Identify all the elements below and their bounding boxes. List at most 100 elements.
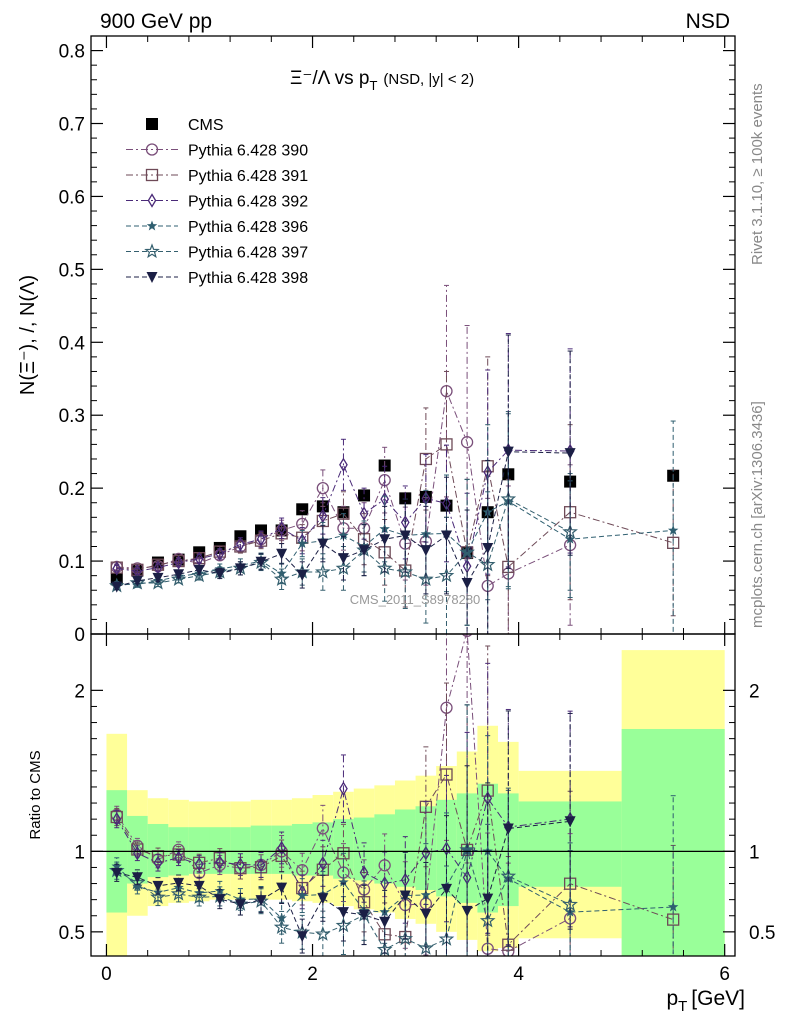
ratio-point-p396-9 bbox=[297, 890, 308, 901]
main-data-layer bbox=[108, 284, 680, 634]
data-point-p398-12 bbox=[358, 545, 370, 557]
data-point-p398-16 bbox=[440, 530, 452, 542]
data-point-p390-10 bbox=[316, 481, 329, 495]
legend-marker-p390 bbox=[145, 143, 159, 156]
ratio-point-p392-7 bbox=[256, 857, 266, 873]
data-point-p396-11 bbox=[338, 530, 349, 540]
data-point-p398-5 bbox=[214, 568, 226, 580]
ratio-point-p397-14 bbox=[397, 930, 414, 946]
legend-marker-p392 bbox=[147, 193, 157, 208]
ratio-point-p398-14 bbox=[399, 890, 411, 902]
series-line-p397 bbox=[116, 498, 571, 587]
main-y-tick-label-7: 0.7 bbox=[59, 115, 85, 136]
main-y-tick-label-3: 0.3 bbox=[59, 406, 85, 427]
ratio-point-p398-10 bbox=[317, 893, 329, 905]
ratio-point-p398-18 bbox=[482, 893, 494, 905]
main-y-tick-label-0: 0 bbox=[74, 625, 85, 646]
legend-label-cms: CMS bbox=[188, 117, 224, 134]
legend: CMS Pythia 6.428 390 Pythia 6.428 391 Pythi… bbox=[126, 117, 308, 287]
ratio-point-p398-7 bbox=[255, 895, 267, 907]
main-y-tick-label-5: 0.5 bbox=[59, 260, 85, 281]
data-point-p392-12 bbox=[359, 506, 369, 521]
x-tick-label-0: 0 bbox=[101, 964, 112, 985]
ratio-point-p392-11 bbox=[339, 781, 348, 796]
data-point-p398-20 bbox=[564, 448, 576, 460]
data-point-p392-11 bbox=[339, 457, 348, 473]
ratio-point-p398-1 bbox=[131, 872, 143, 884]
ratio-line-p392 bbox=[116, 786, 571, 893]
main-y-tick-label-1: 0.1 bbox=[59, 552, 85, 573]
mcplots-label: mcplots.cern.ch [arXiv:1306.3436] bbox=[749, 401, 766, 628]
main-y-tick-label-8: 0.8 bbox=[59, 42, 85, 63]
x-tick-label-1: 2 bbox=[307, 964, 318, 985]
plot-title: Ξ⁻/Λ vs pT (NSD, |y| < 2) bbox=[290, 68, 474, 93]
main-y-tick-label-4: 0.4 bbox=[59, 333, 86, 354]
ratio-point-p398-3 bbox=[173, 877, 185, 889]
x-axis-label: pT [GeV] bbox=[666, 987, 745, 1015]
ratio-point-p392-12 bbox=[359, 865, 369, 880]
main-x-ticks bbox=[105, 36, 726, 634]
ratio-point-p397-3 bbox=[170, 885, 187, 901]
header-right-label: NSD bbox=[686, 10, 730, 33]
data-point-p398-14 bbox=[399, 530, 411, 542]
ratio-point-p396-11 bbox=[338, 876, 349, 887]
legend-marker-p396 bbox=[146, 220, 158, 231]
data-point-p398-18 bbox=[482, 542, 494, 554]
ratio-point-p396-15 bbox=[420, 889, 432, 900]
ratio-point-p398-2 bbox=[152, 880, 164, 892]
ratio-y-tick-label-left-2: 2 bbox=[74, 681, 85, 702]
data-point-cms-11 bbox=[337, 506, 350, 519]
data-point-p392-8 bbox=[277, 520, 286, 536]
data-point-p397-2 bbox=[150, 574, 166, 590]
ratio-point-p392-0 bbox=[112, 811, 122, 827]
data-point-p398-8 bbox=[276, 548, 288, 560]
ratio-line-p391 bbox=[116, 773, 674, 946]
data-point-p392-3 bbox=[174, 555, 183, 570]
data-point-p397-16 bbox=[438, 567, 455, 583]
data-point-p398-11 bbox=[337, 553, 349, 565]
data-point-p391-11 bbox=[337, 507, 350, 520]
ratio-data-layer bbox=[91, 634, 735, 956]
ratio-point-p398-8 bbox=[276, 882, 288, 894]
legend-label-p398: Pythia 6.428 398 bbox=[188, 270, 308, 287]
ratio-point-p392-5 bbox=[215, 855, 225, 870]
data-point-p397-8 bbox=[273, 571, 290, 586]
ratio-line-p396 bbox=[116, 849, 674, 919]
ratio-point-p392-8 bbox=[277, 840, 286, 856]
ratio-y-tick-label-right-0: 0.5 bbox=[749, 923, 775, 944]
ratio-point-p398-17 bbox=[461, 905, 473, 917]
ratio-y-tick-label-right-2: 2 bbox=[749, 681, 760, 702]
ratio-point-p397-15 bbox=[418, 939, 434, 955]
ratio-point-p392-13 bbox=[380, 876, 390, 891]
ratio-line-p398 bbox=[116, 820, 571, 938]
ratio-frame bbox=[90, 633, 736, 957]
ratio-point-p396-21 bbox=[667, 901, 679, 912]
ratio-band-green-12 bbox=[353, 817, 375, 881]
ratio-point-p398-15 bbox=[420, 908, 432, 920]
legend-marker-cms bbox=[146, 118, 158, 130]
rivet-label: Rivet 3.1.10, ≥ 100k events bbox=[749, 83, 766, 265]
data-point-p397-14 bbox=[397, 563, 414, 579]
x-axis-label-p: p bbox=[666, 987, 678, 1010]
legend-label-p391: Pythia 6.428 391 bbox=[188, 168, 308, 185]
data-point-p398-3 bbox=[173, 569, 185, 581]
ratio-point-p398-16 bbox=[440, 883, 452, 895]
ratio-point-p398-20 bbox=[564, 816, 576, 828]
data-point-p397-3 bbox=[170, 571, 187, 586]
data-point-p398-0 bbox=[111, 581, 123, 593]
ratio-point-p398-19 bbox=[502, 823, 514, 835]
ratio-point-p398-5 bbox=[214, 894, 226, 906]
data-point-p397-10 bbox=[315, 563, 331, 579]
data-point-p398-13 bbox=[379, 534, 391, 546]
ratio-point-p397-8 bbox=[273, 919, 290, 934]
plot-title-main: Ξ⁻/Λ vs p bbox=[290, 68, 369, 89]
data-point-p398-1 bbox=[131, 575, 143, 587]
legend-marker-p398 bbox=[146, 272, 158, 283]
data-point-p398-9 bbox=[296, 569, 308, 581]
main-panel: 0 0.1 0.2 0.3 0.4 0.5 0.6 0.7 0.8 N(Ξ⁻), /, N(Λ)… bbox=[17, 35, 736, 646]
ratio-point-p398-0 bbox=[111, 867, 123, 879]
data-point-cms-7 bbox=[255, 524, 268, 537]
x-axis-label-unit: [GeV] bbox=[691, 987, 745, 1010]
ratio-point-p398-11 bbox=[337, 907, 349, 919]
